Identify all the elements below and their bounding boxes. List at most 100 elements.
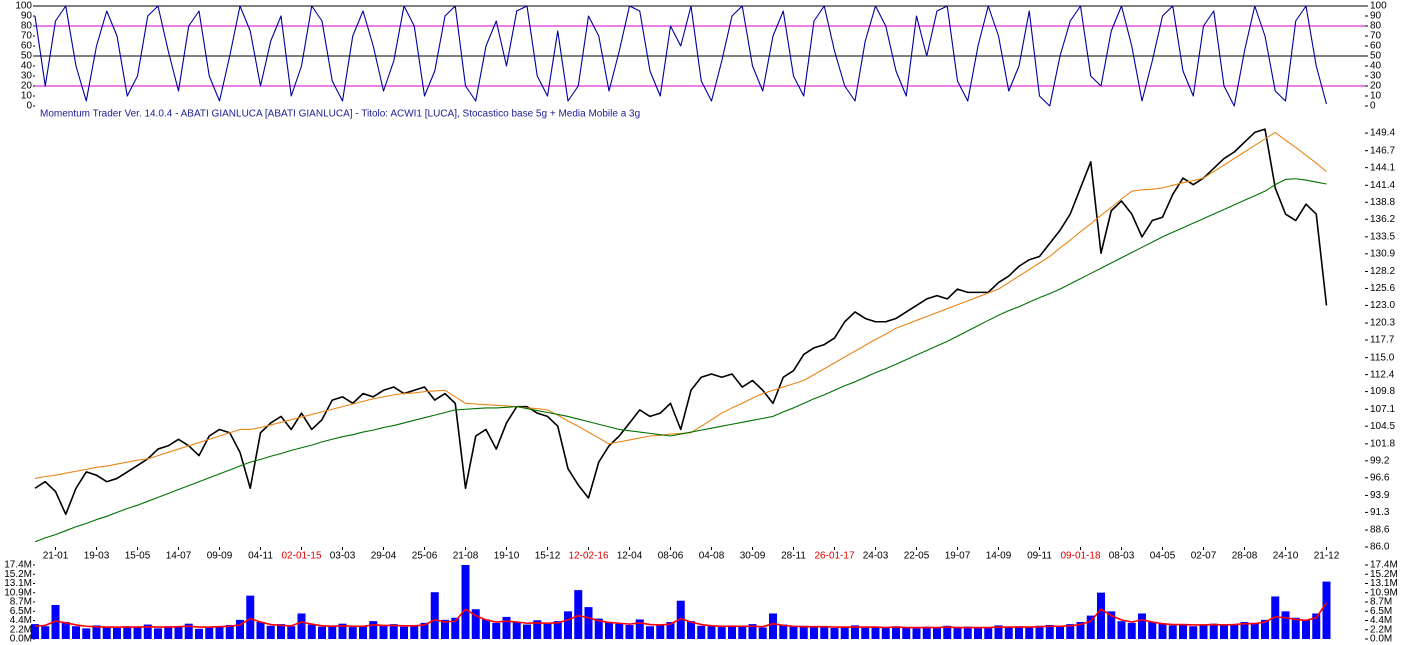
x-tick-label: 21-08 xyxy=(453,551,479,562)
x-tick-label: 14-07 xyxy=(166,551,192,562)
x-tick-label: 12-04 xyxy=(617,551,643,562)
x-tick-label: 09-01-18 xyxy=(1060,551,1100,562)
volume-bar xyxy=(92,625,101,639)
volume-bar xyxy=(902,627,911,639)
volume-bar xyxy=(1015,626,1023,639)
y-tick-label: 2.2M xyxy=(1370,624,1392,635)
volume-bar xyxy=(1004,627,1013,639)
x-tick-label: 19-03 xyxy=(84,551,110,562)
y-tick-label: 96.6 xyxy=(1370,472,1390,483)
y-tick-label: 0 xyxy=(1370,101,1376,112)
volume-bar xyxy=(164,626,173,639)
volume-bar xyxy=(922,626,931,639)
y-tick-label: 100 xyxy=(15,1,32,12)
volume-bar xyxy=(1220,625,1228,639)
y-tick-label: 107.1 xyxy=(1370,404,1395,415)
volume-bar xyxy=(851,625,859,639)
y-tick-label: 10.9M xyxy=(4,587,32,598)
volume-bar xyxy=(553,621,562,639)
volume-bar xyxy=(307,624,316,639)
x-tick-label: 12-02-16 xyxy=(568,551,608,562)
volume-bar xyxy=(359,626,367,639)
y-tick-label: 70 xyxy=(21,31,33,42)
y-tick-label: 40 xyxy=(21,61,33,72)
volume-bar xyxy=(994,625,1003,639)
y-tick-label: 91.3 xyxy=(1370,507,1390,518)
volume-bar xyxy=(1148,621,1157,639)
y-tick-label: 90 xyxy=(21,11,33,22)
volume-bar xyxy=(625,624,634,639)
y-tick-label: 6.5M xyxy=(10,606,32,617)
volume-bar xyxy=(502,616,511,639)
y-tick-label: 8.7M xyxy=(10,597,32,608)
volume-bar xyxy=(871,626,880,639)
x-tick-label: 29-04 xyxy=(371,551,397,562)
volume-bar xyxy=(328,625,337,639)
volume-bar xyxy=(236,619,244,639)
series-line xyxy=(34,5,1328,107)
y-tick-label: 112.4 xyxy=(1370,369,1395,380)
x-tick-label: 22-05 xyxy=(904,551,930,562)
volume-bar xyxy=(861,627,870,639)
x-tick-label: 15-12 xyxy=(535,551,561,562)
y-tick-label: 109.8 xyxy=(1370,386,1395,397)
volume-bar xyxy=(430,592,439,639)
y-tick-label: 86.0 xyxy=(1370,542,1390,553)
volume-bar xyxy=(666,621,675,639)
x-tick-label: 21-01 xyxy=(43,551,69,562)
volume-bar xyxy=(1107,611,1116,639)
x-tick-label: 04-05 xyxy=(1150,551,1176,562)
volume-bar xyxy=(687,621,695,639)
volume-bar xyxy=(482,619,490,639)
volume-bar xyxy=(389,624,398,639)
volume-bar xyxy=(379,625,388,639)
volume-bar xyxy=(441,619,449,639)
y-tick-label: 141.4 xyxy=(1370,180,1395,191)
volume-bar xyxy=(974,627,982,639)
y-tick-label: 104.5 xyxy=(1370,421,1395,432)
volume-bar xyxy=(574,590,583,639)
volume-bar xyxy=(840,626,849,639)
y-tick-label: 115.0 xyxy=(1370,352,1395,363)
volume-bar xyxy=(1056,626,1064,639)
volume-bar xyxy=(1158,623,1167,639)
y-tick-label: 117.7 xyxy=(1370,335,1395,346)
volume-bar xyxy=(1076,621,1085,639)
y-tick-label: 13.1M xyxy=(4,578,32,589)
x-tick-label: 08-03 xyxy=(1109,551,1135,562)
x-tick-label: 14-09 xyxy=(986,551,1012,562)
volume-bar xyxy=(1291,617,1300,639)
volume-bar xyxy=(635,619,644,639)
volume-bar xyxy=(1209,623,1218,639)
volume-bar xyxy=(369,621,378,639)
volume-bar xyxy=(1199,624,1208,639)
y-tick-label: 30 xyxy=(21,71,33,82)
x-tick-label: 25-06 xyxy=(412,551,438,562)
volume-bar xyxy=(133,627,142,639)
volume-bar xyxy=(697,625,706,639)
volume-bar xyxy=(451,617,460,639)
volume-bar xyxy=(246,595,255,639)
volume-bar xyxy=(646,626,654,639)
y-tick-label: 6.5M xyxy=(1370,606,1392,617)
y-tick-label: 80 xyxy=(1370,21,1382,32)
volume-bar xyxy=(277,624,285,639)
y-tick-label: 60 xyxy=(1370,41,1382,52)
volume-bar xyxy=(461,565,470,639)
y-tick-label: 4.4M xyxy=(1370,615,1392,626)
y-tick-label: 40 xyxy=(1370,61,1382,72)
volume-bar xyxy=(789,626,798,639)
volume-bar xyxy=(984,627,993,639)
volume-bar xyxy=(1035,625,1044,639)
y-tick-label: 128.2 xyxy=(1370,266,1395,277)
volume-bar xyxy=(1045,624,1054,639)
volume-bar xyxy=(154,628,162,639)
x-tick-label: 28-08 xyxy=(1232,551,1258,562)
x-tick-label: 08-06 xyxy=(658,551,684,562)
y-tick-label: 20 xyxy=(21,81,33,92)
volume-bar xyxy=(338,623,347,639)
y-tick-label: 10 xyxy=(21,91,33,102)
y-tick-label: 133.5 xyxy=(1370,232,1395,243)
y-tick-label: 130.9 xyxy=(1370,248,1395,259)
